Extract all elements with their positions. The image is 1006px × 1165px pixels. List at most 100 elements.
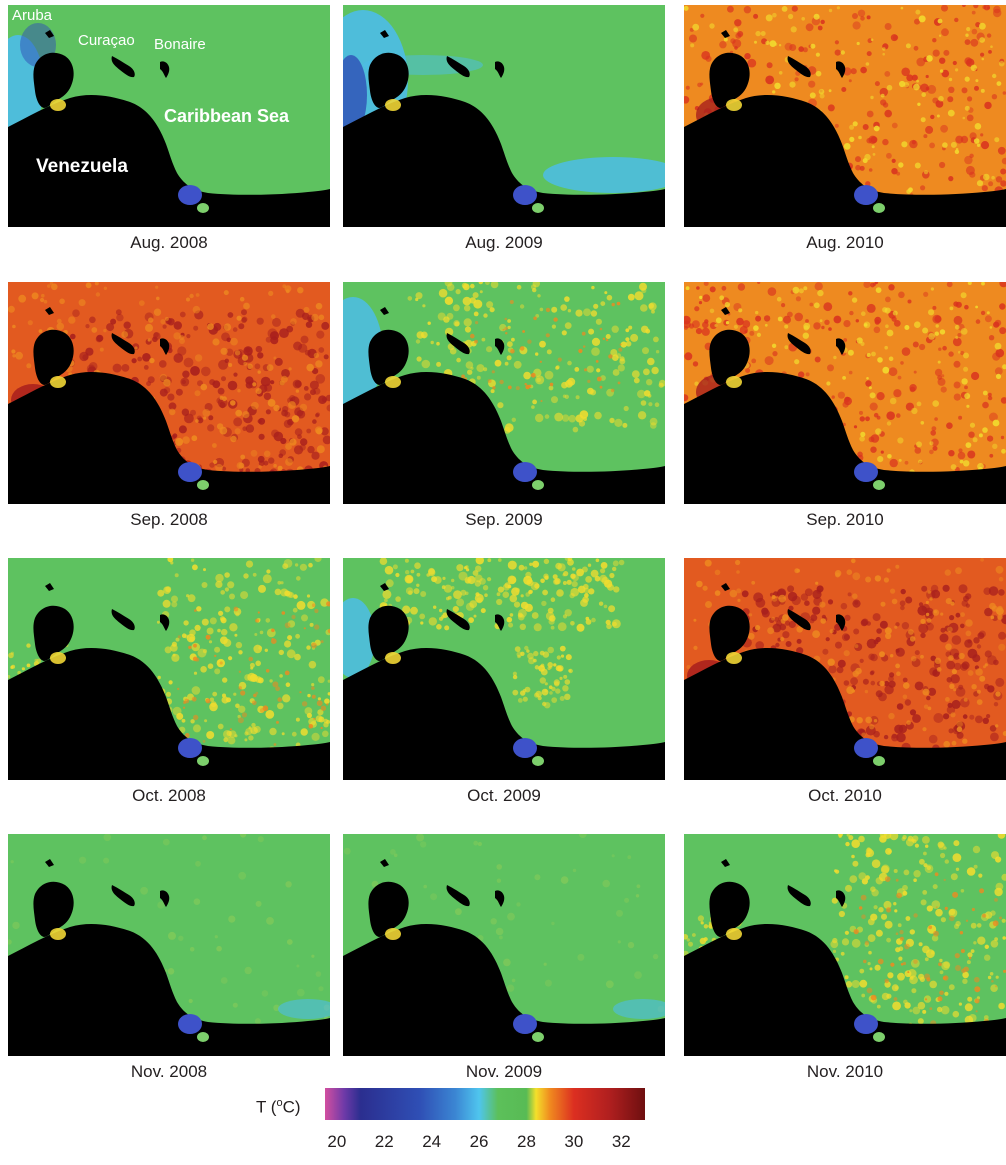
curacao-island	[111, 609, 135, 631]
map-panel: Aruba Curaçao Bonaire Caribbean Sea Venezuel…	[8, 5, 330, 270]
venezuela-landmass	[8, 372, 330, 504]
coastal-lagoon	[197, 203, 209, 213]
lake-valencia	[854, 1014, 878, 1034]
panel-caption: Aug. 2010	[806, 233, 884, 252]
gulf-coastal-water	[385, 928, 401, 940]
coastal-lagoon	[873, 756, 885, 766]
map-panel: Aug. 2010	[684, 5, 1006, 270]
venezuela-landmass	[343, 95, 665, 227]
panel-caption: Nov. 2010	[806, 1062, 884, 1081]
aruba-island	[721, 307, 730, 315]
map-panel: Sep. 2009	[343, 282, 665, 547]
panel-caption: Sep. 2008	[130, 510, 208, 529]
sst-map-image	[8, 834, 330, 1056]
colorbar-tick-label: 22	[374, 1132, 394, 1151]
gulf-coastal-water	[385, 99, 401, 111]
coastal-lagoon	[197, 756, 209, 766]
bonaire-island	[836, 61, 846, 78]
gulf-coastal-water	[726, 99, 742, 111]
gulf-coastal-water	[50, 652, 66, 664]
aruba-island	[45, 307, 54, 315]
lake-valencia	[513, 462, 537, 482]
cool-water-patch	[613, 999, 665, 1019]
venezuela-landmass	[343, 372, 665, 504]
bonaire-island	[160, 890, 170, 907]
bonaire-island	[160, 61, 170, 78]
map-panel: Sep. 2010	[684, 282, 1006, 547]
panel-caption: Oct. 2008	[132, 786, 206, 805]
curacao-island	[111, 56, 135, 78]
venezuela-landmass	[8, 95, 330, 227]
coastal-lagoon	[873, 480, 885, 490]
sst-map-image	[684, 5, 1006, 227]
bonaire-island	[836, 614, 846, 631]
lake-valencia	[178, 462, 202, 482]
gulf-coastal-water	[726, 652, 742, 664]
lake-valencia	[178, 185, 202, 205]
sst-map-image	[684, 282, 1006, 504]
lake-valencia	[178, 738, 202, 758]
bonaire-island	[495, 890, 505, 907]
paraguana-peninsula	[368, 329, 409, 385]
curacao-island	[111, 333, 135, 355]
map-panel: Nov. 2009	[343, 834, 665, 1099]
paraguana-peninsula	[709, 605, 750, 661]
colorbar-tick-label: 32	[611, 1132, 631, 1151]
venezuela-landmass	[684, 924, 1006, 1056]
colorbar-tick-label: 28	[517, 1132, 536, 1151]
curacao-island	[446, 609, 470, 631]
aruba-island	[45, 583, 54, 591]
paraguana-peninsula	[368, 881, 409, 937]
paraguana-peninsula	[33, 52, 74, 108]
gulf-coastal-water	[385, 376, 401, 388]
sst-map-image	[343, 282, 665, 504]
coastal-lagoon	[532, 480, 544, 490]
paraguana-peninsula	[709, 52, 750, 108]
colorbar-gradient	[325, 1088, 645, 1120]
bonaire-island	[495, 338, 505, 355]
lake-valencia	[513, 1014, 537, 1034]
aruba-island	[380, 307, 389, 315]
lake-valencia	[854, 185, 878, 205]
cool-water-patch	[278, 999, 330, 1019]
aruba-island	[721, 859, 730, 867]
bonaire-island	[836, 890, 846, 907]
panel-caption: Sep. 2009	[465, 510, 543, 529]
map-label-bonaire: Bonaire	[154, 36, 206, 53]
temperature-colorbar-legend: T (oC) 20 22 24 26 28 30 32	[0, 1088, 1006, 1165]
cool-water-patch	[543, 157, 665, 193]
colorbar-tick-label: 30	[564, 1132, 584, 1151]
paraguana-peninsula	[368, 52, 409, 108]
lake-valencia	[513, 738, 537, 758]
bonaire-island	[495, 61, 505, 78]
coastal-lagoon	[873, 1032, 885, 1042]
map-panel: Sep. 2008	[8, 282, 330, 547]
lake-valencia	[854, 462, 878, 482]
bonaire-island	[836, 338, 846, 355]
map-panel: Nov. 2008	[8, 834, 330, 1099]
sst-map-image	[8, 5, 330, 227]
curacao-island	[446, 56, 470, 78]
paraguana-peninsula	[368, 605, 409, 661]
map-panel: Aug. 2009	[343, 5, 665, 270]
sst-map-image	[684, 834, 1006, 1056]
aruba-island	[380, 30, 389, 38]
curacao-island	[446, 333, 470, 355]
panel-caption: Aug. 2008	[130, 233, 208, 252]
sst-map-image	[343, 558, 665, 780]
panel-caption: Oct. 2010	[808, 786, 882, 805]
lake-valencia	[178, 1014, 202, 1034]
venezuela-landmass	[8, 648, 330, 780]
gulf-coastal-water	[385, 652, 401, 664]
curacao-island	[787, 609, 811, 631]
curacao-island	[787, 333, 811, 355]
sst-map-image	[8, 282, 330, 504]
aruba-island	[380, 583, 389, 591]
panel-caption: Nov. 2009	[465, 1062, 543, 1081]
colorbar-title: T (oC)	[256, 1097, 301, 1117]
paraguana-peninsula	[709, 329, 750, 385]
sst-map-image	[8, 558, 330, 780]
map-label-country: Venezuela	[36, 156, 128, 177]
gulf-coastal-water	[50, 376, 66, 388]
panel-caption: Oct. 2009	[467, 786, 541, 805]
